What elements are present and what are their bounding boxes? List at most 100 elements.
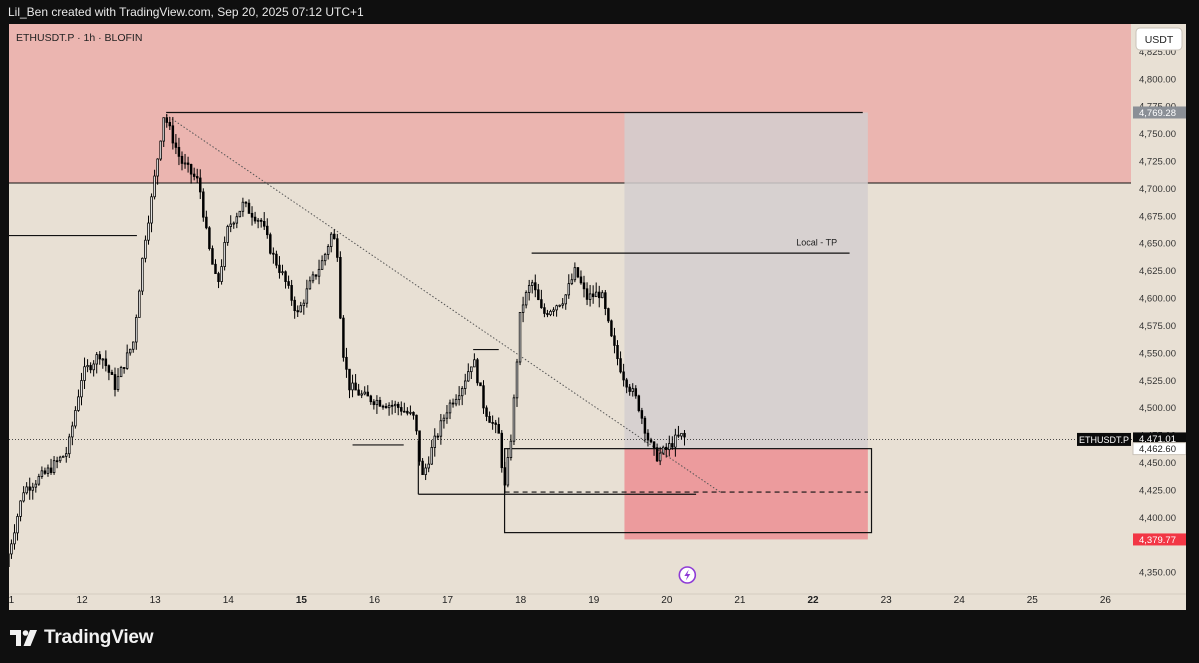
y-tick-label: 4,750.00 [1139,129,1176,140]
x-tick-label: 25 [1027,595,1039,606]
candle-body [40,470,44,477]
candle-body [494,422,497,425]
candle-body [540,299,543,309]
y-tick-label: 4,450.00 [1139,458,1176,469]
chart-area[interactable]: Local - TP ETHUSDT.P · 1h · BLOFIN 4,350.0… [9,24,1186,610]
candle-body [159,140,162,160]
price-chart[interactable]: Local - TP ETHUSDT.P · 1h · BLOFIN 4,350.0… [9,24,1186,610]
candle-body [259,219,263,222]
annotation-label: Local - TP [796,238,837,248]
footer-bar: TradingView [0,610,1199,663]
candle-body [16,516,19,534]
y-tick-label: 4,400.00 [1139,513,1176,524]
candle-body [55,460,59,463]
candle-body [430,447,433,465]
candle-body [457,395,461,400]
candle-body [214,263,217,275]
x-tick-label: 19 [588,595,600,606]
candle-body [46,467,50,474]
candle-body [132,341,135,350]
currency-button [1135,27,1183,51]
candle-body [433,435,437,448]
candle-body [439,420,443,437]
candle-body [293,299,296,312]
candle-body [671,443,674,448]
attribution-bar: Lil_Ben created with TradingView.com, Se… [0,0,1199,24]
candle-body [467,371,470,382]
candle-body [482,385,485,409]
attribution-text: Lil_Ben created with TradingView.com, Se… [8,5,364,19]
x-tick-label: 24 [954,595,966,606]
candle-body [333,233,336,240]
candle-body [655,447,659,462]
candle-body [393,403,397,407]
x-tick-label: 20 [661,595,673,606]
tradingview-logo[interactable]: TradingView [10,627,154,649]
symbol-tag [1077,432,1131,446]
candle-body [101,358,105,361]
candle-body [320,260,324,270]
candle-body [652,441,656,449]
candle-body [296,310,299,313]
currency-button-label: USDT [1145,34,1174,46]
y-tick-label: 4,625.00 [1139,266,1176,277]
candle-body [591,293,595,298]
candle-body [427,463,430,469]
candle-body [342,317,345,358]
candle-body [174,142,178,148]
candle-body [463,380,467,389]
candle-body [305,288,309,304]
candle-body [616,345,619,360]
candle-body [238,210,242,218]
candle-body [406,410,409,414]
candle-body [49,467,53,473]
candle-body [256,219,260,222]
candle-body [436,435,440,438]
candle-body [98,354,101,360]
candle-body [354,382,357,391]
candle-body [336,238,339,258]
candle-body [421,460,424,476]
candle-body [387,404,391,409]
candle-body [317,268,321,277]
y-tick-label: 4,725.00 [1139,157,1176,168]
candle-body [19,500,22,517]
candle-body [506,457,510,486]
candle-body [674,434,677,448]
candle-body [122,367,126,369]
candle-body [13,532,16,545]
candle-body [43,470,47,474]
price-label-text-stop: 4,379.77 [1139,535,1176,546]
candle-body [229,223,232,227]
candle-body [573,267,577,281]
x-tick-label: 16 [369,595,381,606]
candle-body [622,371,625,381]
candle-body [323,253,327,262]
candle-body [220,266,223,282]
candle-body [409,411,412,414]
candle-body [515,361,519,399]
candle-body [65,453,68,457]
candle-body [460,388,464,397]
candle-body [521,304,525,313]
candle-body [585,288,589,300]
candle-body [442,417,446,422]
candle-body [144,239,147,259]
candle-body [345,356,348,370]
candle-body [400,407,403,412]
candle-body [138,290,141,318]
candle-body [582,282,586,290]
y-tick-label: 4,700.00 [1139,184,1176,195]
candle-body [37,476,41,485]
candle-body [58,456,62,462]
candle-body [31,486,34,491]
x-tick-label: 14 [223,595,235,606]
candle-body [683,432,686,438]
candle-body [125,352,129,369]
candle-body [604,292,607,310]
candle-body [299,305,303,313]
candle-body [25,486,28,494]
candle-body [107,365,111,373]
candle-body [235,216,239,224]
candle-body [171,125,175,144]
